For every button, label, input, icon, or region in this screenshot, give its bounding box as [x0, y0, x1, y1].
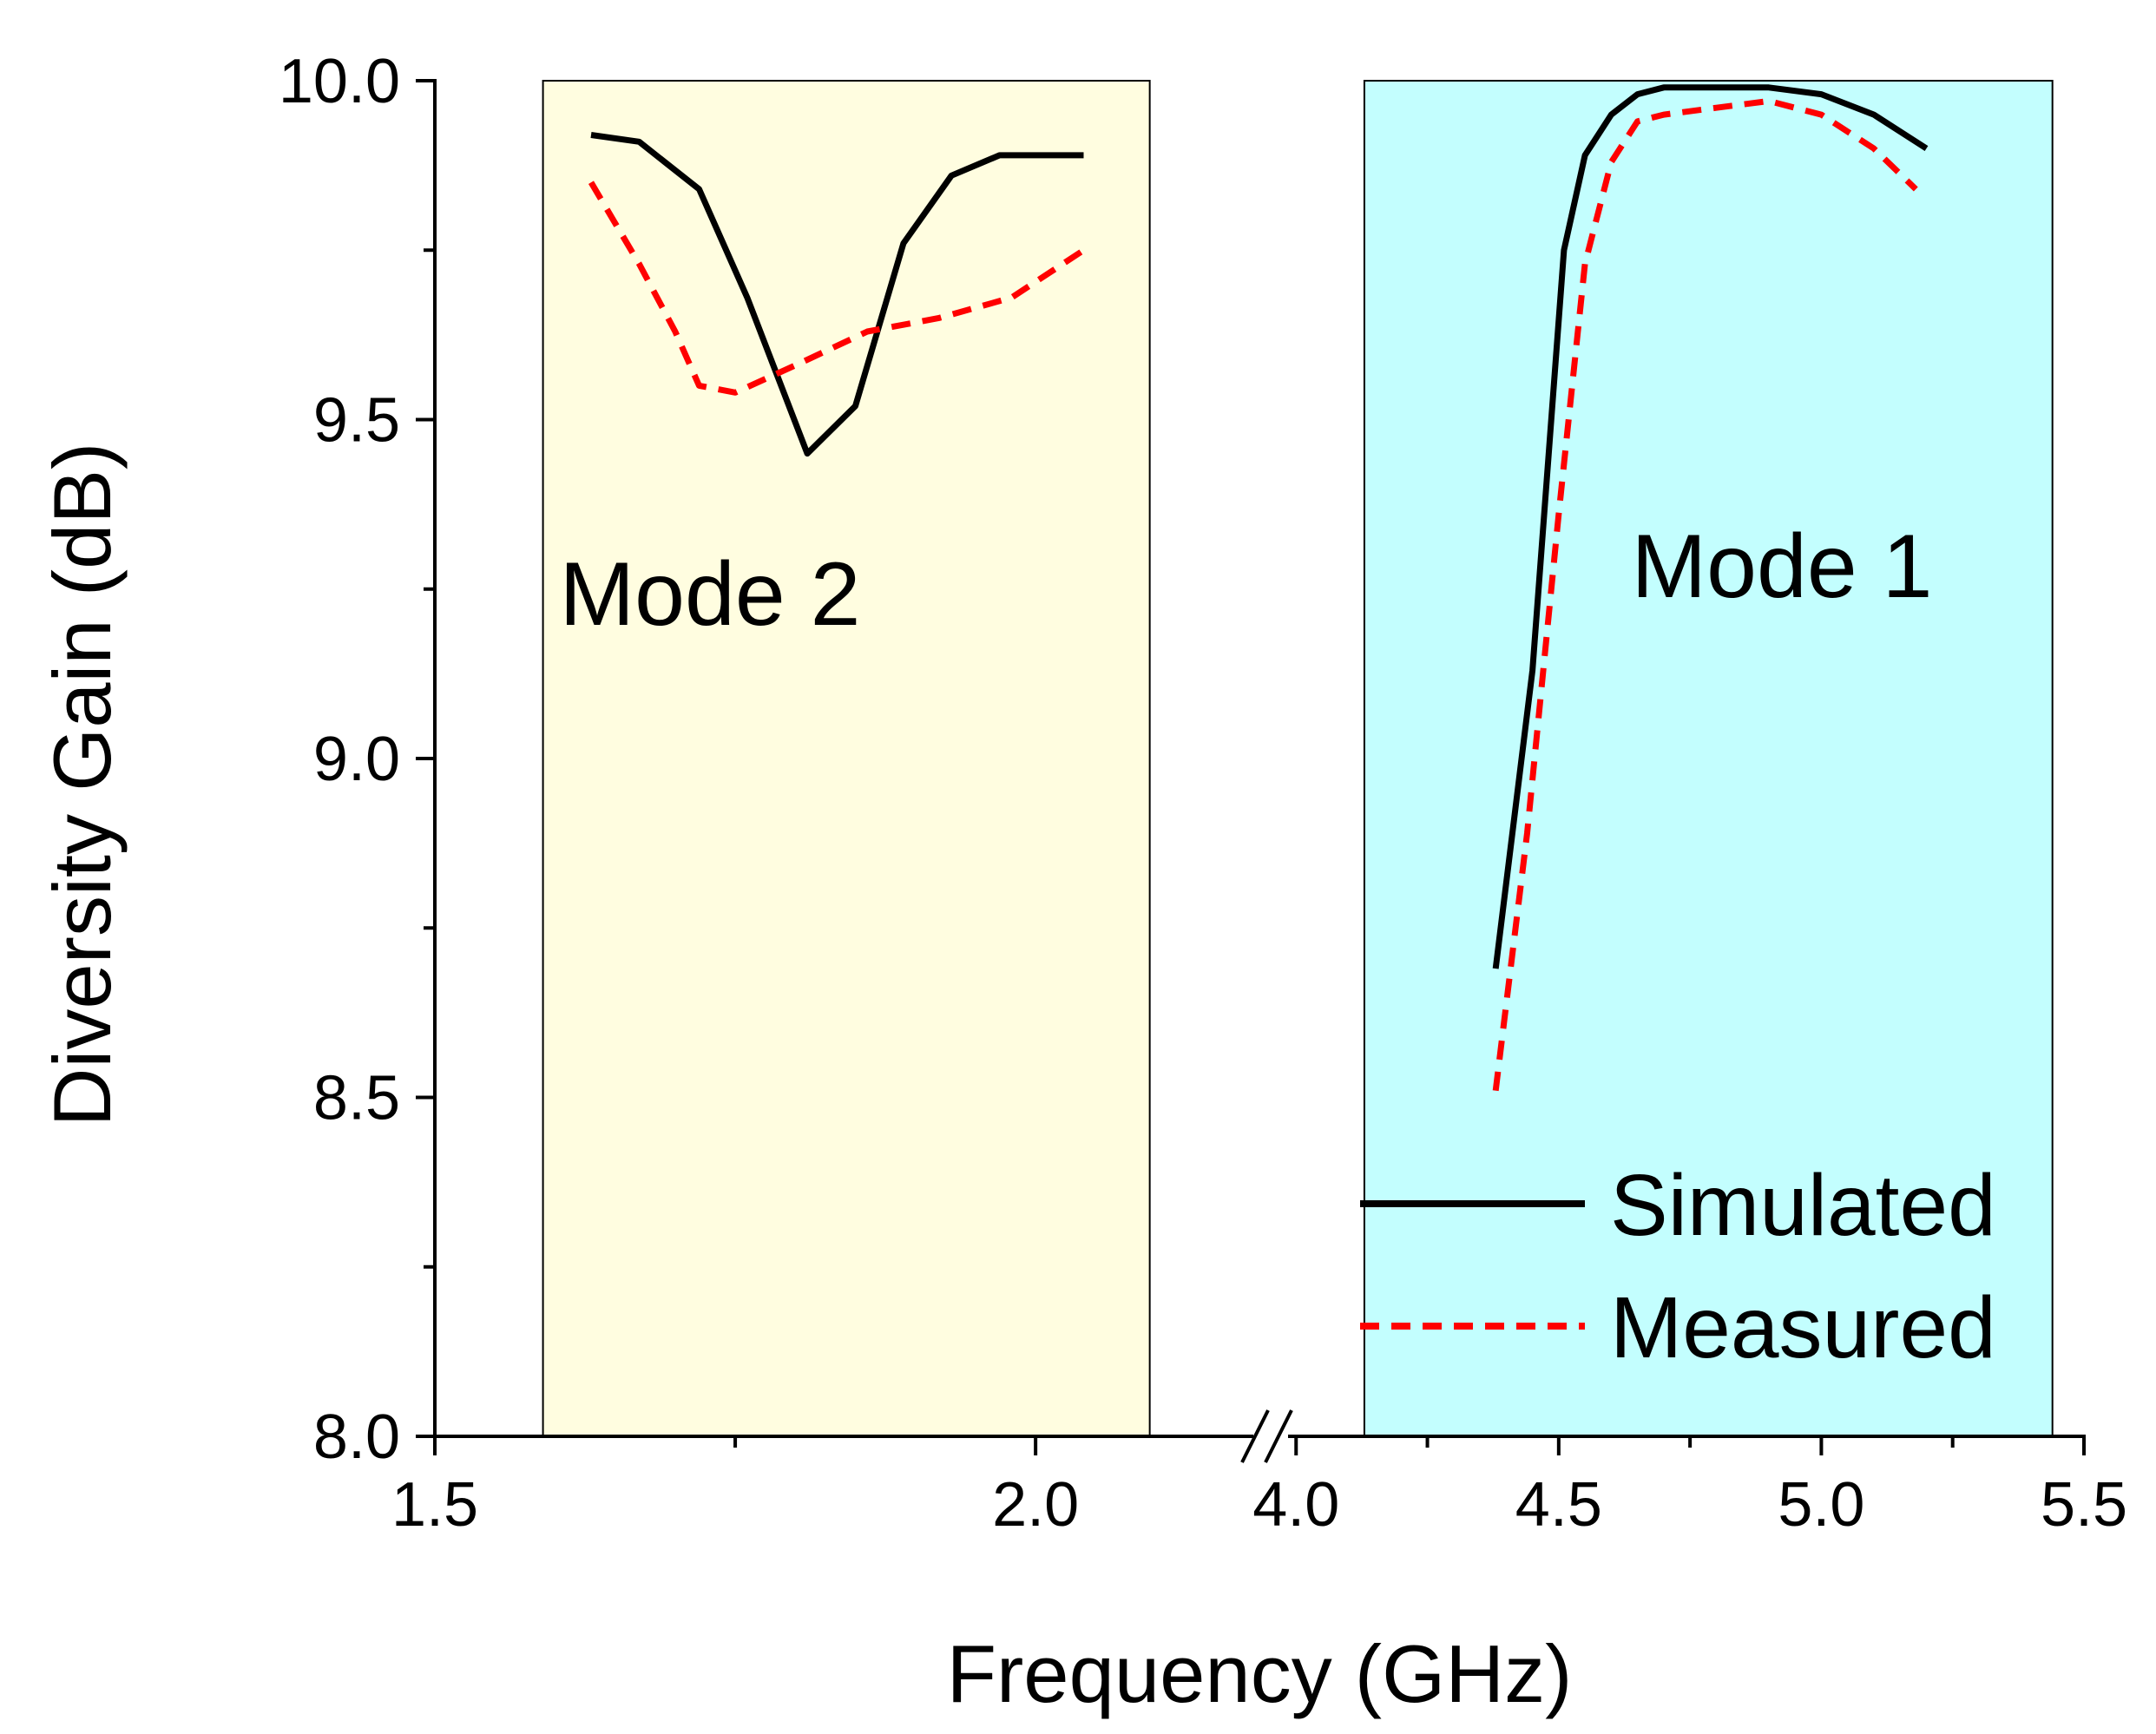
x-tick-label: 2.0	[992, 1470, 1079, 1540]
axis-break-mark	[1264, 1409, 1293, 1463]
y-tick-label: 10.0	[279, 47, 400, 116]
legend-label-simulated: Simulated	[1610, 1157, 1996, 1254]
series-lines	[588, 84, 1929, 1092]
region-mode-1	[1363, 80, 2054, 1437]
region-label-mode-2: Mode 2	[560, 544, 861, 645]
axis-break-mark	[1240, 1409, 1270, 1463]
x-tick-label: 5.5	[2041, 1470, 2127, 1540]
y-tick-label: 8.0	[313, 1402, 400, 1472]
x-tick-label: 4.0	[1252, 1470, 1339, 1540]
mode-regions	[542, 80, 2054, 1437]
axes: 8.0 8.5 9.0 9.5 10.0 1.5 2.0 4.0 4.5 5.0 5.5 Freque…	[36, 47, 2127, 1719]
y-axis-title: Diversity Gain (dB)	[36, 443, 128, 1127]
region-label-mode-1: Mode 1	[1632, 516, 1933, 617]
series-measured-segment-1	[588, 181, 1086, 396]
region-labels: Mode 2 Mode 1	[560, 516, 1933, 645]
x-tick-label: 5.0	[1778, 1470, 1864, 1540]
series-simulated-segment-2	[1492, 84, 1929, 969]
y-tick-label: 8.5	[313, 1064, 400, 1133]
y-tick-label: 9.0	[313, 725, 400, 794]
y-tick-label: 9.5	[313, 386, 400, 456]
x-tick-label: 1.5	[391, 1470, 478, 1540]
region-mode-2	[542, 80, 1151, 1437]
x-axis-title: Frequency (GHz)	[947, 1628, 1573, 1719]
series-simulated-segment-1	[590, 132, 1084, 457]
legend-label-measured: Measured	[1610, 1279, 1996, 1376]
legend: Simulated Measured	[1360, 1157, 1996, 1376]
x-tick-label: 4.5	[1515, 1470, 1602, 1540]
